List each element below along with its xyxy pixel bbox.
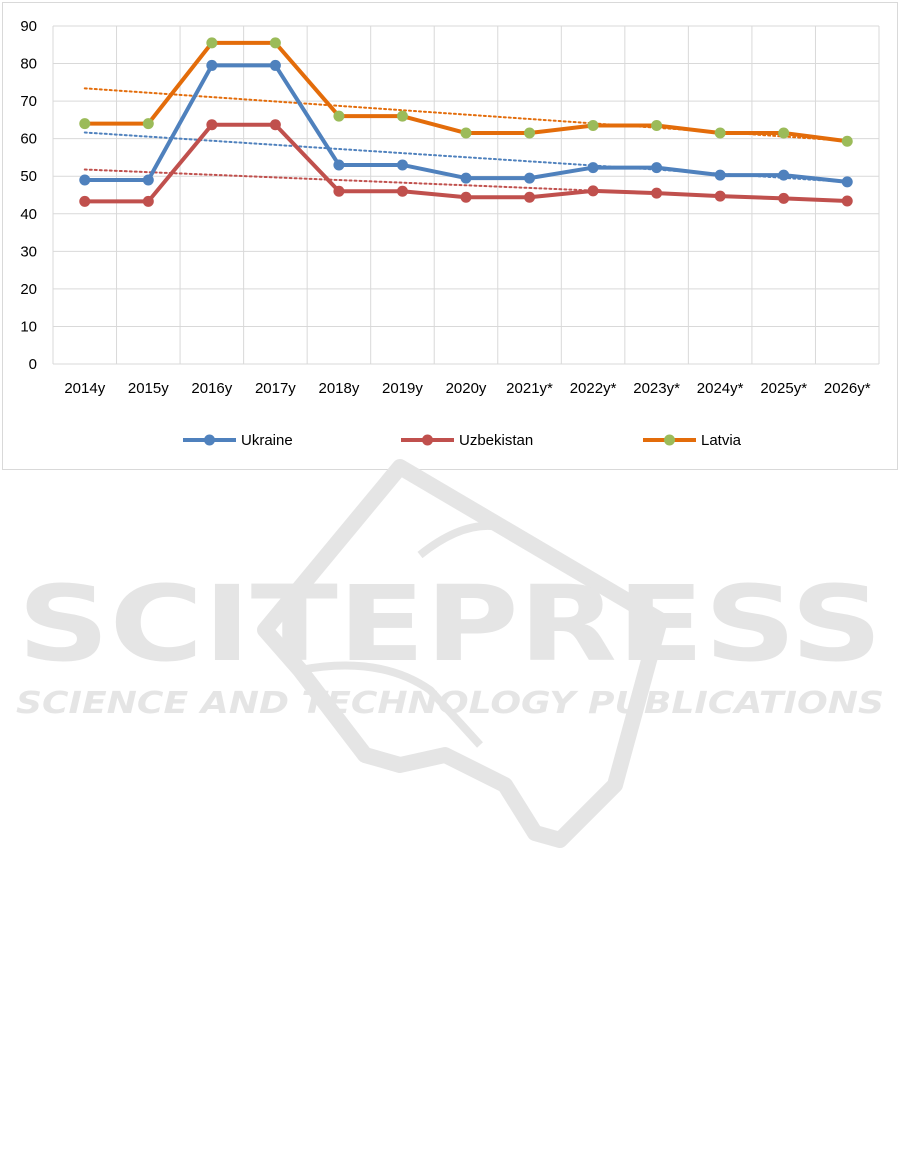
data-point (206, 119, 218, 131)
data-point (460, 127, 472, 139)
y-tick-label: 40 (20, 206, 37, 223)
x-tick-label: 2017y (255, 380, 296, 397)
legend-swatch-marker (664, 434, 675, 446)
x-tick-label: 2026y* (824, 380, 871, 397)
data-point (396, 110, 408, 122)
data-point (778, 127, 790, 139)
legend-label: Uzbekistan (459, 432, 533, 449)
y-tick-label: 90 (20, 18, 37, 35)
data-point (778, 169, 790, 181)
data-point (333, 185, 345, 197)
data-point (524, 191, 536, 203)
data-point (587, 162, 599, 174)
data-point (142, 195, 154, 207)
y-tick-label: 0 (29, 356, 37, 373)
y-axis-ticks: 0 10 20 30 40 50 60 70 80 90 (20, 18, 37, 373)
legend-label: Ukraine (241, 432, 293, 449)
data-point (651, 120, 663, 132)
data-point (714, 127, 726, 139)
y-tick-label: 60 (20, 131, 37, 148)
x-tick-label: 2024y* (697, 380, 744, 397)
trendlines (83, 87, 849, 203)
y-tick-label: 80 (20, 56, 37, 73)
x-tick-label: 2019y (382, 380, 423, 397)
book-logo-watermark (257, 459, 668, 848)
data-point (206, 37, 218, 49)
data-point (79, 195, 91, 207)
x-tick-label: 2015y (128, 380, 169, 397)
data-point (206, 59, 218, 71)
watermark-word: SCITEPRESS (18, 563, 883, 685)
x-tick-label: 2020y (446, 380, 487, 397)
y-tick-label: 50 (20, 168, 37, 185)
data-point (841, 135, 853, 147)
line-chart: 0 10 20 30 40 50 60 70 80 90 2014y 2015y 2016y 2017y… (20, 18, 880, 449)
x-tick-label: 2022y* (570, 380, 617, 397)
data-point (587, 185, 599, 197)
data-point (714, 190, 726, 202)
y-tick-label: 20 (20, 281, 37, 298)
y-tick-label: 10 (20, 318, 37, 335)
data-point (333, 159, 345, 171)
data-point (79, 118, 91, 130)
y-tick-label: 70 (20, 93, 37, 110)
data-point (714, 169, 726, 181)
data-point (651, 162, 663, 174)
y-tick-label: 30 (20, 243, 37, 260)
data-point (396, 159, 408, 171)
data-point (396, 185, 408, 197)
data-point (269, 59, 281, 71)
data-point (651, 187, 663, 199)
x-tick-label: 2018y (318, 380, 359, 397)
data-point (841, 195, 853, 207)
data-point (460, 172, 472, 184)
data-point (778, 192, 790, 204)
legend-swatch-marker (204, 434, 215, 446)
data-point (269, 37, 281, 49)
x-tick-label: 2016y (191, 380, 232, 397)
publisher-watermark: SCITEPRESS SCIENCE AND TECHNOLOGY PUBLIC… (16, 459, 884, 848)
data-point (79, 174, 91, 186)
watermark-tagline: SCIENCE AND TECHNOLOGY PUBLICATIONS (16, 686, 884, 721)
data-point (460, 191, 472, 203)
x-tick-label: 2021y* (506, 380, 553, 397)
x-axis-ticks: 2014y 2015y 2016y 2017y 2018y 2019y 2020y 2021y… (64, 380, 870, 397)
data-point (841, 176, 853, 188)
data-point (587, 120, 599, 132)
series-line (82, 63, 850, 184)
data-point (333, 110, 345, 122)
legend-swatch-marker (422, 434, 433, 446)
legend-label: Latvia (701, 432, 742, 449)
data-point (269, 119, 281, 131)
x-tick-label: 2023y* (633, 380, 680, 397)
data-point (524, 172, 536, 184)
x-tick-label: 2025y* (760, 380, 807, 397)
data-point (142, 174, 154, 186)
legend: Ukraine Uzbekistan Latvia (183, 432, 742, 449)
data-point (142, 118, 154, 130)
chart-frame: 0 10 20 30 40 50 60 70 80 90 2014y 2015y 2016y 2017y… (2, 2, 898, 470)
data-point (524, 127, 536, 139)
series-layer (79, 37, 853, 207)
x-tick-label: 2014y (64, 380, 105, 397)
